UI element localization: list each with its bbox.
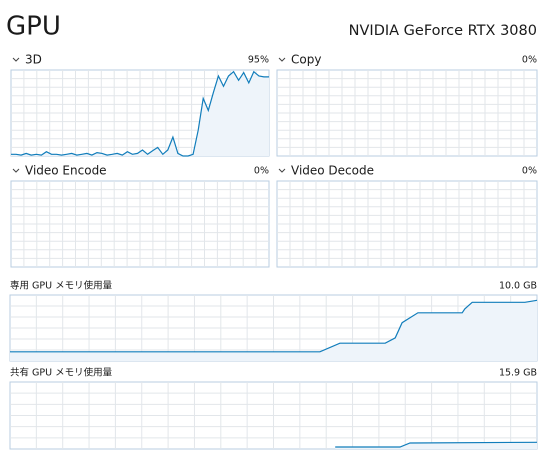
engine-usage: 0% — [522, 166, 537, 177]
usage-line — [11, 70, 269, 157]
engine-name[interactable]: 3D — [25, 53, 42, 67]
memory-name: 共有 GPU メモリ使用量 — [10, 367, 113, 379]
usage-area — [10, 300, 537, 361]
engine-name[interactable]: Video Encode — [25, 164, 107, 178]
expand-chevron[interactable] — [12, 168, 20, 173]
expand-chevron[interactable] — [278, 57, 286, 62]
engine-usage: 0% — [522, 55, 537, 66]
expand-chevron[interactable] — [278, 168, 286, 173]
usage-line — [335, 441, 538, 448]
engine-usage: 95% — [248, 55, 269, 66]
engine-name[interactable]: Copy — [291, 53, 321, 67]
engine-usage: 0% — [254, 166, 269, 177]
memory-capacity: 15.9 GB — [499, 368, 537, 379]
device-name: NVIDIA GeForce RTX 3080 — [349, 23, 537, 39]
engine-name[interactable]: Video Decode — [291, 164, 374, 178]
panel-title: GPU — [6, 12, 61, 42]
memory-capacity: 10.0 GB — [499, 281, 537, 292]
usage-area — [11, 71, 269, 156]
expand-chevron[interactable] — [12, 57, 20, 62]
usage-line — [10, 299, 538, 353]
memory-name: 専用 GPU メモリ使用量 — [10, 280, 113, 292]
